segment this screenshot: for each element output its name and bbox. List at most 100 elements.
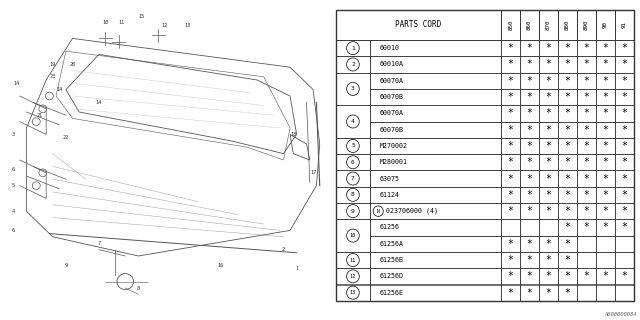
Text: *: * bbox=[527, 239, 532, 249]
Text: *: * bbox=[584, 173, 589, 184]
Text: *: * bbox=[564, 92, 570, 102]
Bar bbox=[577, 236, 596, 252]
Text: *: * bbox=[527, 43, 532, 53]
Text: *: * bbox=[621, 76, 627, 86]
Bar bbox=[615, 56, 634, 73]
Text: *: * bbox=[564, 222, 570, 232]
Bar bbox=[539, 219, 558, 236]
Text: *: * bbox=[527, 206, 532, 216]
Bar bbox=[558, 170, 577, 187]
Text: *: * bbox=[584, 271, 589, 281]
Text: *: * bbox=[546, 255, 552, 265]
Text: 61256: 61256 bbox=[380, 224, 399, 230]
Bar bbox=[336, 56, 370, 73]
Text: *: * bbox=[584, 60, 589, 69]
Text: 023706000 (4): 023706000 (4) bbox=[387, 208, 438, 214]
Bar bbox=[501, 73, 520, 89]
Bar bbox=[539, 170, 558, 187]
Bar bbox=[501, 284, 520, 301]
Text: *: * bbox=[564, 108, 570, 118]
Bar bbox=[539, 187, 558, 203]
Text: *: * bbox=[527, 157, 532, 167]
Text: 6: 6 bbox=[12, 228, 15, 233]
Text: 11: 11 bbox=[350, 258, 356, 262]
Text: *: * bbox=[546, 239, 552, 249]
Bar bbox=[539, 105, 558, 122]
Text: 11: 11 bbox=[119, 20, 125, 25]
Text: 850: 850 bbox=[508, 20, 513, 30]
Text: *: * bbox=[621, 43, 627, 53]
Text: *: * bbox=[546, 60, 552, 69]
Text: *: * bbox=[564, 255, 570, 265]
Text: 2: 2 bbox=[282, 247, 285, 252]
Bar bbox=[370, 40, 501, 56]
Bar bbox=[596, 203, 615, 219]
Bar bbox=[370, 154, 501, 170]
Text: *: * bbox=[546, 157, 552, 167]
Text: *: * bbox=[508, 206, 513, 216]
Text: *: * bbox=[602, 76, 608, 86]
Bar bbox=[596, 105, 615, 122]
Text: 91: 91 bbox=[622, 21, 627, 28]
Bar bbox=[577, 138, 596, 154]
Text: *: * bbox=[602, 190, 608, 200]
Bar bbox=[336, 187, 370, 203]
Bar bbox=[615, 268, 634, 284]
Bar bbox=[558, 187, 577, 203]
Text: *: * bbox=[564, 288, 570, 298]
Bar bbox=[615, 252, 634, 268]
Text: *: * bbox=[508, 43, 513, 53]
Text: 7: 7 bbox=[97, 241, 100, 246]
Bar bbox=[336, 10, 501, 40]
Bar bbox=[558, 219, 577, 236]
Text: 90: 90 bbox=[603, 21, 608, 28]
Bar bbox=[596, 10, 615, 40]
Bar bbox=[370, 122, 501, 138]
Bar bbox=[501, 56, 520, 73]
Text: 3: 3 bbox=[351, 86, 355, 92]
Text: *: * bbox=[546, 271, 552, 281]
Text: *: * bbox=[584, 92, 589, 102]
Text: *: * bbox=[564, 125, 570, 135]
Bar bbox=[596, 73, 615, 89]
Text: 10: 10 bbox=[350, 233, 356, 238]
Text: 60070A: 60070A bbox=[380, 110, 403, 116]
Bar bbox=[370, 138, 501, 154]
Bar bbox=[370, 187, 501, 203]
Bar bbox=[520, 236, 539, 252]
Text: 12: 12 bbox=[162, 23, 168, 28]
Text: 1: 1 bbox=[351, 46, 355, 51]
Bar bbox=[336, 268, 370, 284]
Bar bbox=[520, 219, 539, 236]
Bar bbox=[577, 73, 596, 89]
Text: *: * bbox=[621, 108, 627, 118]
Bar bbox=[520, 268, 539, 284]
Text: *: * bbox=[602, 92, 608, 102]
Bar bbox=[336, 138, 370, 154]
Text: *: * bbox=[527, 190, 532, 200]
Text: *: * bbox=[546, 288, 552, 298]
Text: *: * bbox=[546, 92, 552, 102]
Text: 14: 14 bbox=[13, 81, 20, 86]
Text: *: * bbox=[527, 271, 532, 281]
Bar bbox=[520, 284, 539, 301]
Text: *: * bbox=[546, 43, 552, 53]
Bar bbox=[336, 203, 370, 219]
Text: *: * bbox=[546, 125, 552, 135]
Bar bbox=[596, 252, 615, 268]
Bar bbox=[596, 170, 615, 187]
Bar bbox=[520, 203, 539, 219]
Bar bbox=[539, 154, 558, 170]
Bar bbox=[336, 284, 370, 301]
Text: 60070A: 60070A bbox=[380, 78, 403, 84]
Bar bbox=[501, 105, 520, 122]
Text: *: * bbox=[527, 141, 532, 151]
Text: 4: 4 bbox=[12, 209, 15, 214]
Bar bbox=[615, 203, 634, 219]
Text: *: * bbox=[584, 43, 589, 53]
Text: *: * bbox=[584, 190, 589, 200]
Bar bbox=[596, 284, 615, 301]
Text: *: * bbox=[621, 125, 627, 135]
Text: *: * bbox=[508, 255, 513, 265]
Bar bbox=[596, 236, 615, 252]
